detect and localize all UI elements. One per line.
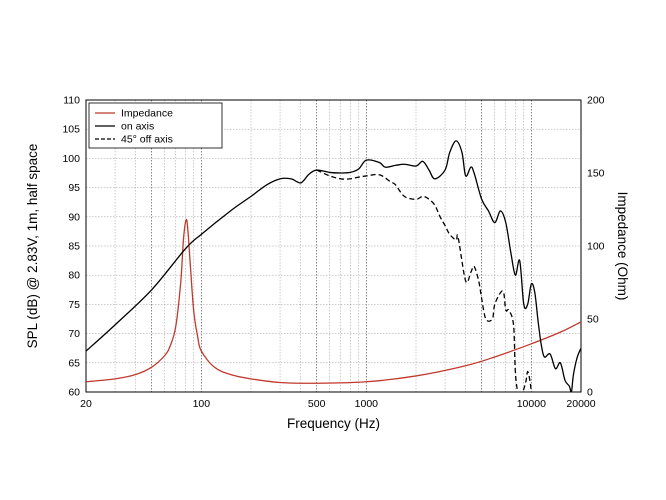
- right-y-tick-label: 100: [587, 241, 605, 253]
- legend-label-impedance: Impedance: [121, 108, 173, 120]
- series-group: [86, 140, 581, 392]
- left-y-tick-label: 95: [68, 182, 80, 194]
- x-tick-label: 20000: [566, 398, 595, 410]
- left-y-tick-label: 85: [68, 241, 80, 253]
- grid: [86, 100, 581, 392]
- x-tick-label: 100: [193, 398, 211, 410]
- left-y-tick-label: 65: [68, 357, 80, 369]
- left-y-tick-label: 110: [63, 95, 80, 107]
- left-y-tick-label: 70: [68, 328, 80, 340]
- legend-label-off-axis: 45° off axis: [121, 134, 173, 146]
- x-tick-label: 20: [80, 398, 92, 410]
- impedance-series-line: [86, 218, 581, 384]
- left-y-tick-label: 105: [62, 124, 80, 136]
- left-y-tick-label: 80: [68, 270, 80, 282]
- left-y-axis-title: SPL (dB) @ 2.83V, 1m, half space: [25, 144, 40, 349]
- right-y-tick-label: 50: [587, 314, 599, 326]
- plot-frame: [85, 99, 582, 393]
- right-y-axis-title: Impedance (Ohm): [615, 192, 630, 301]
- legend-label-on-axis: on axis: [121, 121, 154, 133]
- right-y-tick-label: 150: [587, 168, 605, 180]
- axis-ticks: 20 100 500 1000 10000 20000606570758085909510…: [62, 95, 604, 411]
- left-y-tick-label: 90: [68, 211, 80, 223]
- off-axis-series-line: [316, 169, 532, 392]
- x-tick-label: 500: [308, 398, 326, 410]
- legend: Impedance on axis 45° off axis: [88, 102, 223, 149]
- right-y-tick-label: 200: [587, 95, 605, 107]
- left-y-tick-label: 100: [62, 153, 80, 165]
- on-axis-series-line: [86, 140, 581, 392]
- left-y-tick-label: 60: [68, 387, 80, 399]
- x-axis-title: Frequency (Hz): [287, 416, 380, 431]
- left-y-tick-label: 75: [68, 299, 80, 311]
- right-y-tick-label: 0: [587, 387, 593, 399]
- x-tick-label: 1000: [355, 398, 379, 410]
- x-tick-label: 10000: [517, 398, 546, 410]
